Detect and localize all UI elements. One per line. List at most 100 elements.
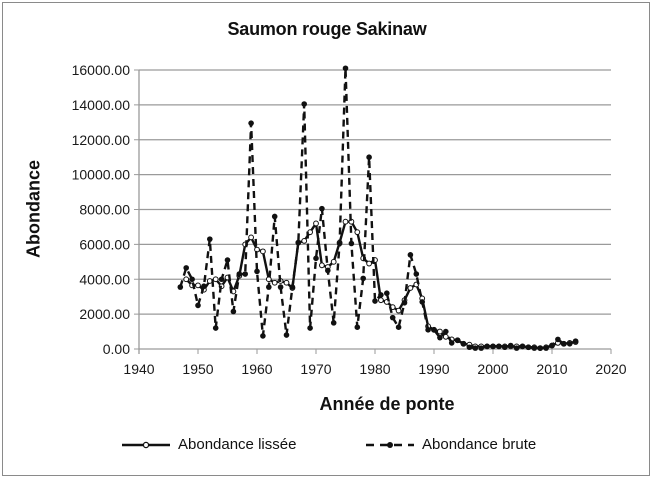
- data-point: [283, 279, 290, 286]
- data-point: [260, 333, 266, 339]
- chart-frame: [2, 2, 650, 476]
- data-point: [395, 307, 402, 314]
- y-tick-label: 10000.00: [72, 167, 131, 183]
- data-point: [360, 275, 367, 282]
- data-point: [525, 344, 532, 351]
- data-point: [490, 343, 496, 350]
- data-point: [177, 284, 184, 290]
- data-point: [442, 333, 449, 340]
- x-tick-label: 1960: [241, 361, 272, 377]
- data-point: [342, 218, 349, 225]
- y-tick-label: 14000.00: [72, 97, 131, 113]
- data-point: [354, 229, 361, 236]
- dashed-line-dot-icon: [366, 441, 414, 448]
- data-point: [437, 328, 443, 335]
- data-point: [195, 282, 201, 289]
- data-point: [260, 248, 266, 255]
- data-point: [207, 236, 213, 242]
- data-point: [454, 337, 461, 344]
- y-tick-labels: 0.00 2000.00 4000.00 6000.00 8000.00 10000.00…: [72, 62, 131, 357]
- data-point: [496, 343, 502, 350]
- data-point: [401, 299, 408, 306]
- data-point: [201, 283, 207, 290]
- data-point: [224, 257, 231, 263]
- data-point: [407, 252, 414, 258]
- y-tick-label: 16000.00: [72, 62, 131, 78]
- data-point: [372, 298, 378, 304]
- data-point: [230, 308, 237, 315]
- data-point: [407, 285, 414, 291]
- data-point: [301, 101, 308, 107]
- solid-line-circle-icon: [122, 441, 170, 448]
- y-tick-label: 4000.00: [79, 271, 130, 287]
- y-tick-label: 12000.00: [72, 132, 131, 148]
- data-point: [236, 271, 243, 277]
- data-point: [419, 299, 426, 305]
- data-point: [183, 265, 189, 271]
- x-tick-label: 1950: [182, 361, 213, 377]
- legend-label-raw: Abondance brute: [422, 436, 537, 453]
- data-point: [531, 345, 538, 351]
- data-point: [319, 205, 325, 212]
- x-tick-label: 1980: [359, 361, 390, 377]
- data-point: [566, 340, 573, 347]
- data-point: [242, 271, 248, 277]
- data-point: [336, 240, 343, 247]
- data-point: [507, 342, 514, 349]
- data-point: [502, 344, 508, 351]
- data-point: [277, 284, 284, 290]
- data-point: [295, 239, 302, 246]
- x-axis-label: Année de ponte: [319, 394, 455, 414]
- data-point: [425, 327, 431, 333]
- x-tick-label: 2020: [595, 361, 626, 377]
- y-tick-label: 8000.00: [79, 202, 130, 218]
- data-point: [289, 284, 296, 290]
- data-point: [537, 345, 543, 351]
- data-point: [513, 345, 520, 351]
- data-point: [466, 344, 473, 351]
- x-tick-label: 2010: [536, 361, 567, 377]
- data-point: [313, 220, 319, 227]
- data-point: [431, 327, 437, 333]
- data-point: [342, 65, 349, 72]
- data-point: [212, 325, 219, 331]
- legend: Abondance lissée Abondance brute: [0, 436, 654, 460]
- data-point: [254, 268, 260, 275]
- series-abondance-brute: [177, 65, 579, 351]
- data-point: [307, 325, 313, 331]
- data-point: [460, 340, 467, 347]
- data-point: [195, 302, 201, 309]
- data-point: [218, 276, 225, 283]
- data-point: [378, 297, 384, 304]
- y-tick-label: 0.00: [103, 341, 130, 357]
- data-point: [448, 340, 455, 346]
- x-tick-label: 1970: [300, 361, 331, 377]
- y-tick-label: 6000.00: [79, 236, 130, 252]
- legend-item-raw: Abondance brute: [366, 436, 536, 453]
- data-point: [519, 343, 526, 350]
- data-point: [549, 342, 555, 349]
- data-point: [319, 262, 325, 269]
- data-point: [384, 290, 390, 297]
- data-point: [472, 345, 479, 351]
- data-point: [437, 334, 443, 341]
- data-point: [283, 332, 290, 338]
- data-point: [271, 279, 278, 286]
- data-point: [348, 240, 355, 247]
- data-point: [366, 260, 373, 267]
- series-abondance-lissee: [183, 218, 579, 352]
- data-point: [561, 340, 567, 347]
- data-point: [248, 234, 255, 241]
- data-point: [248, 120, 254, 126]
- legend-item-smoothed: Abondance lissée: [122, 436, 296, 453]
- y-tick-label: 2000.00: [79, 306, 130, 322]
- data-point: [478, 345, 485, 351]
- data-point: [330, 320, 337, 326]
- data-point: [266, 284, 272, 290]
- data-point: [572, 338, 579, 344]
- x-tick-label: 1940: [123, 361, 154, 377]
- data-point: [484, 343, 490, 350]
- data-point: [443, 328, 449, 335]
- x-tick-labels: 1940 1950 1960 1970 1980 1990 2000 2010 2020: [123, 361, 626, 377]
